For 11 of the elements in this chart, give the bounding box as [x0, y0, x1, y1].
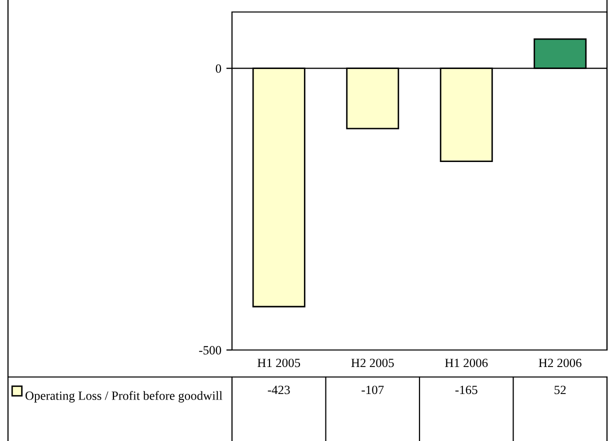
x-tick-label: H2 2006 — [538, 358, 582, 368]
y-tick-label: -500 — [199, 346, 222, 354]
data-label: -107 — [362, 386, 384, 394]
data-label: 52 — [554, 386, 566, 394]
x-tick-label: H2 2005 — [351, 358, 394, 368]
x-tick-label: H1 2006 — [445, 358, 488, 368]
y-tick-label: 0 — [216, 64, 222, 73]
data-label: -423 — [268, 386, 290, 394]
legend-label: Operating Loss / Profit before goodwill — [26, 391, 222, 402]
x-tick-label: H1 2005 — [258, 358, 300, 368]
data-label: -165 — [455, 386, 478, 394]
